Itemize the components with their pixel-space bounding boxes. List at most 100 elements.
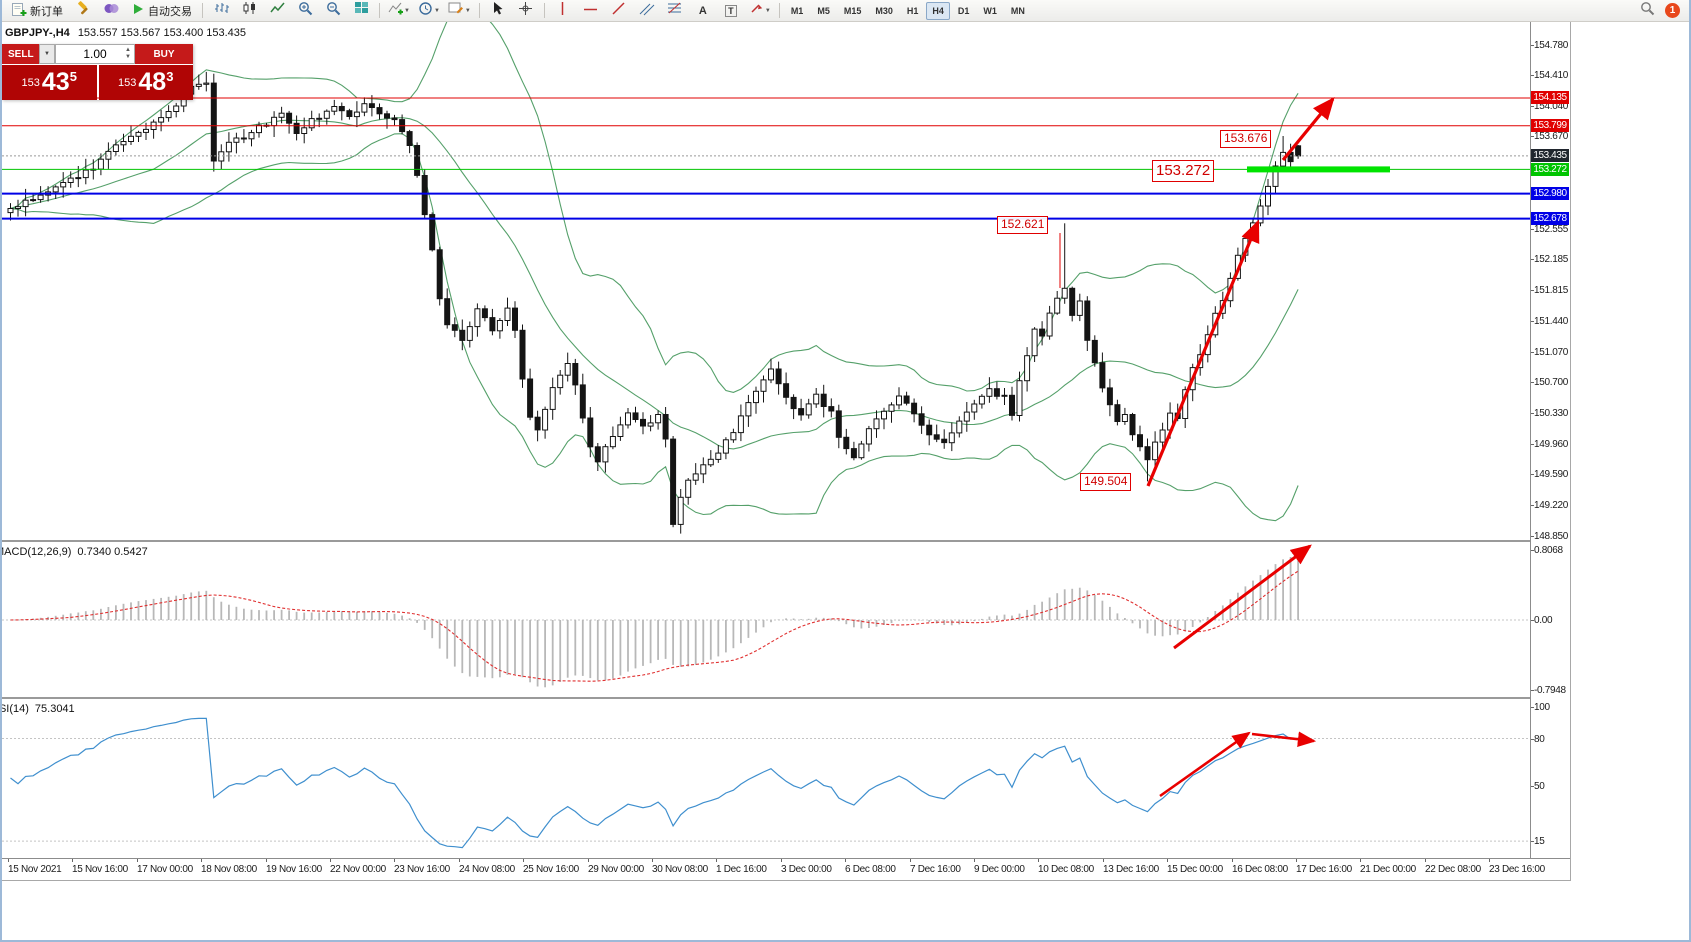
rsi-axis-label: 80	[1534, 734, 1545, 745]
auto-trading-label: 自动交易	[148, 5, 192, 18]
panel-splitter[interactable]	[2, 540, 1570, 542]
time-axis-label: 25 Nov 16:00	[523, 864, 579, 875]
hammer-icon	[76, 0, 91, 21]
ask-price-button[interactable]: 153 48 3	[98, 65, 193, 100]
periods-button[interactable]: ▼	[415, 0, 443, 22]
time-axis-label: 24 Nov 08:00	[459, 864, 515, 875]
axis-tick	[1531, 106, 1534, 107]
time-axis-label: 22 Dec 08:00	[1425, 864, 1481, 875]
volume-input[interactable]	[56, 45, 134, 63]
time-axis-label: 19 Nov 16:00	[266, 864, 322, 875]
time-tick	[8, 859, 9, 862]
label-icon: T	[725, 4, 737, 17]
notification-badge[interactable]: 1	[1665, 3, 1680, 18]
time-tick	[1360, 859, 1361, 862]
timeframe-button-H4[interactable]: H4	[926, 1, 950, 20]
timeframe-button-M15[interactable]: M15	[843, 5, 862, 16]
chart-canvas[interactable]	[2, 22, 1570, 880]
price-axis-label: 151.440	[1534, 316, 1569, 327]
annotation-box[interactable]: 153.676	[1220, 130, 1272, 148]
horizontal-line-button[interactable]	[578, 0, 604, 22]
price-axis[interactable]: 154.780 154.410 154.040 153.670 152.555 152.1…	[1530, 22, 1570, 858]
indicators-button[interactable]: ▼	[385, 0, 413, 22]
new-order-label: 新订单	[30, 5, 63, 18]
chart-candles-button[interactable]	[236, 0, 262, 22]
timeframe-button-MN[interactable]: MN	[1010, 5, 1025, 16]
volume-spinner: ▲ ▼	[123, 45, 133, 63]
axis-tick	[1531, 259, 1534, 260]
price-axis-label: 149.220	[1534, 500, 1569, 511]
time-tick	[459, 859, 460, 862]
crosshair-button[interactable]	[513, 0, 539, 22]
chart-line-button[interactable]	[264, 0, 290, 22]
chart-bars-button[interactable]	[208, 0, 234, 22]
time-axis[interactable]: 15 Nov 2021 15 Nov 16:00 17 Nov 00:00 18 No…	[2, 858, 1570, 880]
zoom-in-button[interactable]	[292, 0, 318, 22]
trendline-button[interactable]	[606, 0, 632, 22]
time-tick	[1103, 859, 1104, 862]
equidistant-channel-button[interactable]	[634, 0, 660, 22]
price-axis-label: 150.700	[1534, 377, 1569, 388]
time-tick	[781, 859, 782, 862]
timeframe-button-M30[interactable]: M30	[875, 5, 893, 16]
time-tick	[394, 859, 395, 862]
text-button[interactable]: A	[690, 0, 716, 22]
time-axis-label: 10 Dec 08:00	[1038, 864, 1094, 875]
timeframe-button-M5[interactable]: M5	[817, 5, 830, 16]
tile-windows-button[interactable]	[348, 0, 374, 22]
price-axis-label: 148.850	[1534, 531, 1569, 542]
chevron-down-icon: ▼	[433, 7, 440, 14]
auto-trading-button[interactable]: 自动交易	[126, 0, 197, 22]
ask-prefix: 153	[118, 76, 137, 89]
rsi-value: 75.3041	[34, 703, 75, 715]
buy-button[interactable]: BUY	[135, 44, 193, 64]
crosshair-icon	[518, 1, 533, 21]
annotation-box[interactable]: 149.504	[1080, 473, 1132, 491]
fibonacci-button[interactable]	[662, 0, 688, 22]
new-order-button[interactable]: 新订单	[6, 0, 68, 22]
axis-tick	[1531, 45, 1534, 46]
zoom-out-button[interactable]	[320, 0, 346, 22]
annotation-box[interactable]: 153.272	[1152, 160, 1215, 182]
channel-icon	[639, 1, 655, 21]
volume-increase-button[interactable]: ▲	[125, 47, 131, 53]
time-tick	[1489, 859, 1490, 862]
sell-button[interactable]: SELL	[2, 44, 39, 64]
vertical-line-icon	[557, 1, 568, 21]
play-icon	[131, 2, 145, 19]
horizontal-line-icon	[583, 2, 598, 20]
vertical-line-button[interactable]	[550, 0, 576, 22]
axis-tick	[1531, 290, 1534, 291]
zoom-in-icon	[298, 1, 313, 21]
rsi-axis-label: 100	[1534, 702, 1550, 713]
mql5-community-button[interactable]	[98, 0, 124, 22]
metaeditor-button[interactable]	[70, 0, 96, 22]
timeframe-button-H1[interactable]: H1	[906, 5, 919, 16]
volume-field[interactable]: ▲ ▼	[55, 44, 135, 64]
timeframe-button-M1[interactable]: M1	[790, 5, 804, 16]
time-axis-label: 23 Dec 16:00	[1489, 864, 1545, 875]
time-axis-label: 30 Nov 08:00	[652, 864, 708, 875]
volume-dropdown-button[interactable]: ▼	[39, 44, 55, 64]
timeframe-button-W1[interactable]: W1	[983, 5, 997, 16]
time-axis-label: 15 Nov 2021	[8, 864, 62, 875]
cursor-icon	[491, 1, 504, 21]
chevron-down-icon: ▼	[764, 7, 771, 14]
search-button[interactable]	[1634, 0, 1660, 22]
chart-symbol-period: GBPJPY-,H4	[5, 27, 70, 39]
panel-splitter[interactable]	[2, 697, 1570, 699]
volume-decrease-button[interactable]: ▼	[125, 54, 131, 60]
timeframe-button-D1[interactable]: D1	[957, 5, 970, 16]
annotation-box[interactable]: 152.621	[997, 216, 1049, 234]
macd-axis-label: 0.8068	[1534, 545, 1563, 556]
axis-tick	[1531, 474, 1534, 475]
time-tick	[910, 859, 911, 862]
cursor-button[interactable]	[485, 0, 511, 22]
time-axis-label: 13 Dec 16:00	[1103, 864, 1159, 875]
bid-price-button[interactable]: 153 43 5	[2, 65, 97, 100]
chart-window: 153.676 153.272 152.621 149.504 GBPJPY-,H4 1…	[2, 22, 1571, 881]
label-button[interactable]: T	[718, 0, 744, 22]
axis-tick	[1531, 550, 1534, 551]
shapes-button[interactable]: ▼	[746, 0, 774, 22]
template-button[interactable]: ▼	[445, 0, 474, 22]
